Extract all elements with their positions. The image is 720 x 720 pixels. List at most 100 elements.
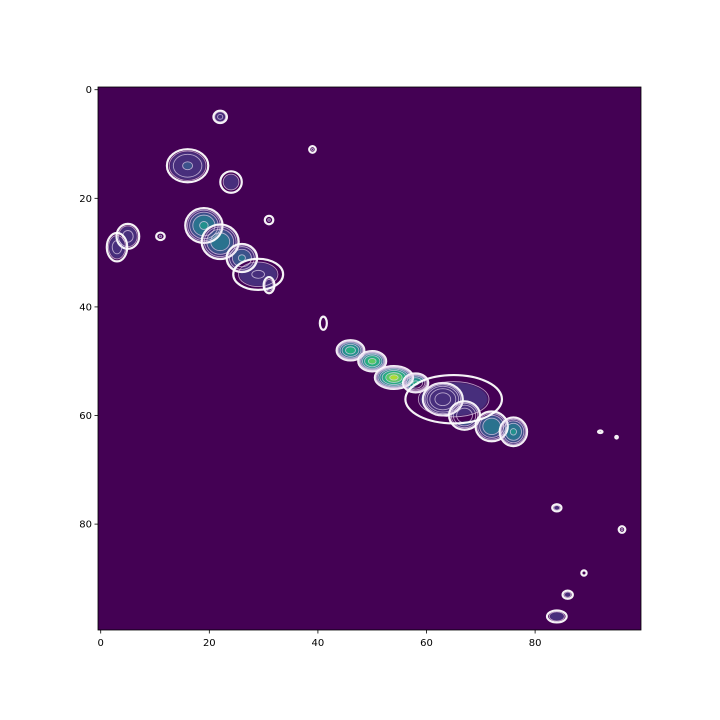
heat-cell-22-1 [419,382,488,417]
contour-line-2-3 [182,161,194,171]
contour-line-2-1 [168,150,207,181]
contour-line-14-4 [339,342,362,359]
contour-line-10-1 [238,261,279,288]
contour-line-7-5 [199,221,209,230]
contour-line-14-3 [338,341,363,360]
plot-frame [97,86,642,631]
contour-line-24-0 [617,525,627,534]
contour-line-27-1 [548,611,565,622]
contour-line-15-7 [367,357,377,365]
contour-line-18-1 [423,383,463,416]
contour-line-8-2 [203,226,237,258]
contour-line-22-0 [404,373,504,425]
contour-line-14-1 [336,340,365,361]
contour-line-0-0 [212,109,229,125]
x-axis: 0 20 40 60 80 [98,630,541,649]
contour-line-29-0 [614,434,619,440]
contour-line-5-0 [105,231,129,263]
plot-area [98,87,641,630]
contour-line-23-0 [551,503,563,513]
y-tick-label-3: 60 [79,411,92,422]
contour-line-14-6 [345,346,356,355]
contour-line-17-3 [404,374,427,392]
contour-line-19-2 [450,402,479,429]
contour-line-12-1 [264,278,274,292]
contour-line-21-4 [504,422,522,441]
contour-line-10-0 [232,257,285,291]
contour-line-21-2 [500,418,526,445]
heat-cell-9-4 [238,254,246,262]
contour-line-15-5 [362,353,383,369]
contour-line-1-0 [308,145,317,154]
contour-line-27-0 [545,609,568,624]
contour-line-23-1 [553,505,561,511]
contour-line-11-0 [263,214,275,226]
contour-line-0-1 [214,111,227,123]
contour-line-20-0 [474,410,509,443]
contour-line-18-4 [429,388,457,411]
x-tick-label-0: 0 [98,638,104,649]
contour-line-16-7 [385,372,403,383]
contour-line-8-3 [206,228,235,255]
heat-cell-3-1 [223,174,239,190]
y-tick-label-1: 20 [79,194,92,205]
y-tick-label-2: 40 [79,302,92,313]
contour-line-25-0 [580,569,588,577]
contour-layer [105,109,627,624]
contour-line-0-2 [217,114,224,120]
contour-line-18-3 [426,385,460,413]
contour-line-14-5 [341,343,360,357]
contour-line-8-0 [200,223,240,261]
contour-line-21-3 [502,420,525,444]
heat-cell-14-6 [345,346,356,354]
contour-line-14-2 [337,340,364,361]
heat-cell-20-4 [483,418,501,435]
contour-line-21-0 [498,416,529,448]
contour-line-21-1 [499,417,527,446]
x-tick-label-1: 20 [203,638,216,649]
contour-line-8-1 [202,224,239,259]
contour-line-21-5 [509,428,517,436]
contour-line-26-0 [561,589,574,600]
contour-line-2-0 [165,148,210,184]
contour-line-15-3 [359,351,385,371]
contour-line-15-6 [364,355,381,368]
heat-cell-2-3 [182,161,193,170]
contour-line-11-1 [267,218,271,222]
contour-line-28-0 [596,429,604,435]
contour-line-9-4 [237,254,246,262]
heat-cell-16-8 [389,375,399,380]
contour-line-22-1 [417,381,490,418]
contour-line-18-5 [434,392,452,407]
contour-line-17-4 [406,375,426,391]
heat-cell-21-5 [510,428,517,435]
contour-line-15-2 [358,351,386,372]
contour-line-17-5 [408,377,424,389]
y-axis: 0 20 40 60 80 [79,85,98,531]
contour-line-16-2 [375,366,413,389]
x-tick-label-2: 40 [312,638,325,649]
contour-line-18-2 [424,384,462,415]
contour-line-3-0 [219,170,243,194]
contour-line-10-2 [251,269,266,279]
contour-line-3-1 [222,173,240,191]
contour-line-8-4 [210,232,231,252]
heat-cell-15-7 [368,358,376,364]
y-tick-label-4: 80 [79,520,92,531]
heat-cell-27-1 [549,612,565,621]
heat-cell-23-1 [554,505,560,510]
contour-line-16-8 [389,374,399,381]
heat-cell-10-2 [252,270,265,279]
contour-line-5-2 [111,240,123,255]
contour-line-19-3 [452,404,477,427]
heat-cell-13-0 [319,316,327,330]
contour-line-12-0 [262,276,276,295]
contour-line-2-2 [172,153,203,178]
contour-line-6-0 [155,231,166,242]
contour-line-17-1 [403,373,429,393]
heat-cell-26-1 [564,592,571,598]
heat-cell-0-2 [217,114,223,120]
heat-cell-7-5 [199,221,208,230]
contour-line-17-2 [403,373,428,392]
